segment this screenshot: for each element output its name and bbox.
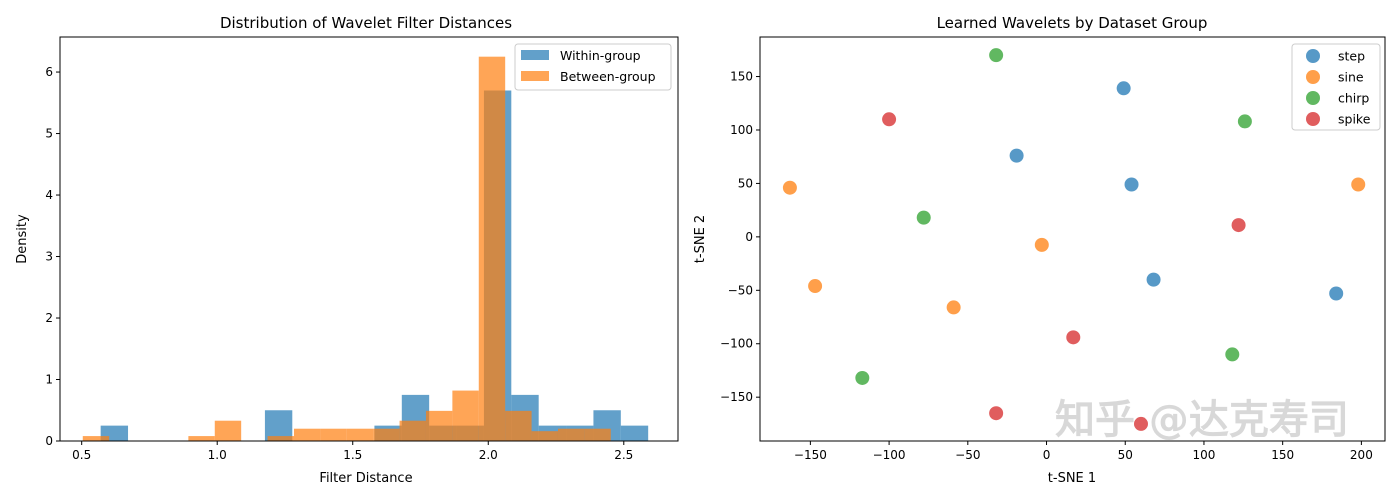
histogram-bar-between-group bbox=[557, 428, 585, 441]
scatter-points bbox=[782, 48, 1366, 431]
scatter-xtick-label: −50 bbox=[955, 448, 980, 462]
histogram-bar-between-group bbox=[188, 436, 215, 441]
histogram-ytick-label: 1 bbox=[45, 373, 53, 387]
legend-label-within-group: Within-group bbox=[560, 48, 641, 63]
scatter-ytick-label: 150 bbox=[730, 70, 753, 84]
scatter-ytick-label: 100 bbox=[730, 123, 753, 137]
scatter-point-spike bbox=[989, 406, 1004, 421]
scatter-point-sine bbox=[1351, 177, 1366, 192]
scatter-point-sine bbox=[808, 279, 823, 294]
scatter-xtick-label: −150 bbox=[794, 448, 827, 462]
histogram-ytick-label: 3 bbox=[45, 250, 53, 264]
scatter-ytick-label: −100 bbox=[720, 337, 753, 351]
scatter-ticks: −150 −100 −50 0 50 100 150 200 −150 −100 −50 0 50 100… bbox=[720, 70, 1373, 462]
scatter-ylabel: t-SNE 2 bbox=[693, 215, 708, 263]
scatter-point-sine bbox=[782, 180, 797, 195]
scatter-point-sine bbox=[946, 300, 961, 315]
histogram-xtick-label: 2.5 bbox=[614, 448, 633, 462]
legend-marker-step bbox=[1306, 49, 1320, 63]
legend-label-sine: sine bbox=[1338, 70, 1364, 85]
legend-marker-chirp bbox=[1306, 91, 1320, 105]
scatter-panel: Learned Wavelets by Dataset Group −150 −1… bbox=[693, 14, 1386, 486]
scatter-point-step bbox=[1146, 272, 1161, 287]
legend-marker-sine bbox=[1306, 70, 1320, 84]
histogram-bar-between-group bbox=[293, 428, 321, 441]
histogram-title: Distribution of Wavelet Filter Distances bbox=[220, 14, 512, 32]
histogram-bar-between-group bbox=[399, 420, 426, 441]
scatter-xtick-label: 100 bbox=[1193, 448, 1216, 462]
scatter-point-chirp bbox=[916, 210, 931, 225]
histogram-ytick-label: 4 bbox=[45, 188, 53, 202]
scatter-ytick-label: −150 bbox=[720, 390, 753, 404]
histogram-bar-between-group bbox=[425, 410, 453, 441]
histogram-ylabel: Density bbox=[15, 214, 30, 264]
histogram-bar-within-group bbox=[620, 425, 649, 441]
scatter-point-sine bbox=[1034, 237, 1049, 252]
histogram-xtick-label: 1.5 bbox=[343, 448, 362, 462]
legend-label-step: step bbox=[1338, 49, 1365, 64]
histogram-bar-between-group bbox=[82, 436, 110, 441]
scatter-xtick-label: 50 bbox=[1118, 448, 1133, 462]
scatter-title: Learned Wavelets by Dataset Group bbox=[937, 14, 1208, 32]
histogram-bar-between-group bbox=[452, 390, 479, 441]
legend-swatch-between-group bbox=[521, 71, 549, 81]
scatter-point-step bbox=[1329, 286, 1344, 301]
legend-marker-spike bbox=[1306, 112, 1320, 126]
scatter-point-chirp bbox=[855, 370, 870, 385]
scatter-ytick-label: −50 bbox=[728, 283, 753, 297]
scatter-point-spike bbox=[882, 112, 897, 127]
histogram-bar-between-group bbox=[531, 431, 558, 441]
scatter-ytick-label: 0 bbox=[745, 230, 753, 244]
histogram-legend: Within-group Between-group bbox=[514, 43, 672, 91]
histogram-xlabel: Filter Distance bbox=[319, 471, 412, 486]
scatter-xtick-label: 0 bbox=[1043, 448, 1051, 462]
histogram-xtick-label: 0.5 bbox=[72, 448, 91, 462]
histogram-ticks: 0.5 1.0 1.5 2.0 2.5 0 1 2 3 4 5 6 bbox=[45, 65, 633, 462]
scatter-point-step bbox=[1116, 81, 1131, 96]
scatter-point-step bbox=[1124, 177, 1139, 192]
scatter-xlabel: t-SNE 1 bbox=[1048, 471, 1096, 486]
histogram-axes-frame bbox=[59, 36, 679, 442]
histogram-xtick-label: 1.0 bbox=[208, 448, 227, 462]
legend-frame bbox=[514, 43, 672, 91]
histogram-ytick-label: 0 bbox=[45, 434, 53, 448]
scatter-point-spike bbox=[1133, 416, 1148, 431]
histogram-bars bbox=[82, 56, 649, 442]
legend-label-chirp: chirp bbox=[1338, 91, 1369, 106]
scatter-point-spike bbox=[1066, 330, 1081, 345]
watermark: 知乎 @达克寿司 bbox=[1055, 397, 1349, 443]
scatter-legend: step sine chirp spike bbox=[1291, 43, 1381, 131]
scatter-xtick-label: 150 bbox=[1271, 448, 1294, 462]
histogram-bar-between-group bbox=[346, 428, 374, 441]
legend-label-between-group: Between-group bbox=[560, 69, 656, 84]
histogram-xtick-label: 2.0 bbox=[479, 448, 498, 462]
legend-label-spike: spike bbox=[1338, 112, 1371, 127]
histogram-bar-between-group bbox=[320, 428, 347, 441]
scatter-point-chirp bbox=[1237, 114, 1252, 129]
histogram-bar-between-group bbox=[584, 428, 611, 441]
scatter-ytick-label: 50 bbox=[738, 176, 753, 190]
histogram-ytick-label: 5 bbox=[45, 127, 53, 141]
histogram-bar-between-group bbox=[214, 420, 242, 441]
histogram-ytick-label: 6 bbox=[45, 65, 53, 79]
histogram-ytick-label: 2 bbox=[45, 311, 53, 325]
histogram-bar-between-group bbox=[505, 410, 532, 441]
scatter-xtick-label: 200 bbox=[1350, 448, 1373, 462]
scatter-point-chirp bbox=[989, 48, 1004, 63]
histogram-bar-between-group bbox=[267, 436, 294, 441]
histogram-bar-between-group bbox=[373, 428, 400, 441]
scatter-point-step bbox=[1009, 148, 1024, 163]
histogram-bar-within-group bbox=[264, 410, 293, 441]
histogram-panel: Distribution of Wavelet Filter Distances… bbox=[15, 14, 679, 486]
scatter-point-spike bbox=[1231, 218, 1246, 233]
scatter-xtick-label: −100 bbox=[873, 448, 906, 462]
histogram-bar-between-group bbox=[478, 56, 506, 442]
legend-swatch-within-group bbox=[521, 50, 549, 60]
scatter-point-chirp bbox=[1225, 347, 1240, 362]
scatter-axes-frame bbox=[759, 36, 1386, 442]
legend-frame bbox=[1291, 43, 1381, 131]
